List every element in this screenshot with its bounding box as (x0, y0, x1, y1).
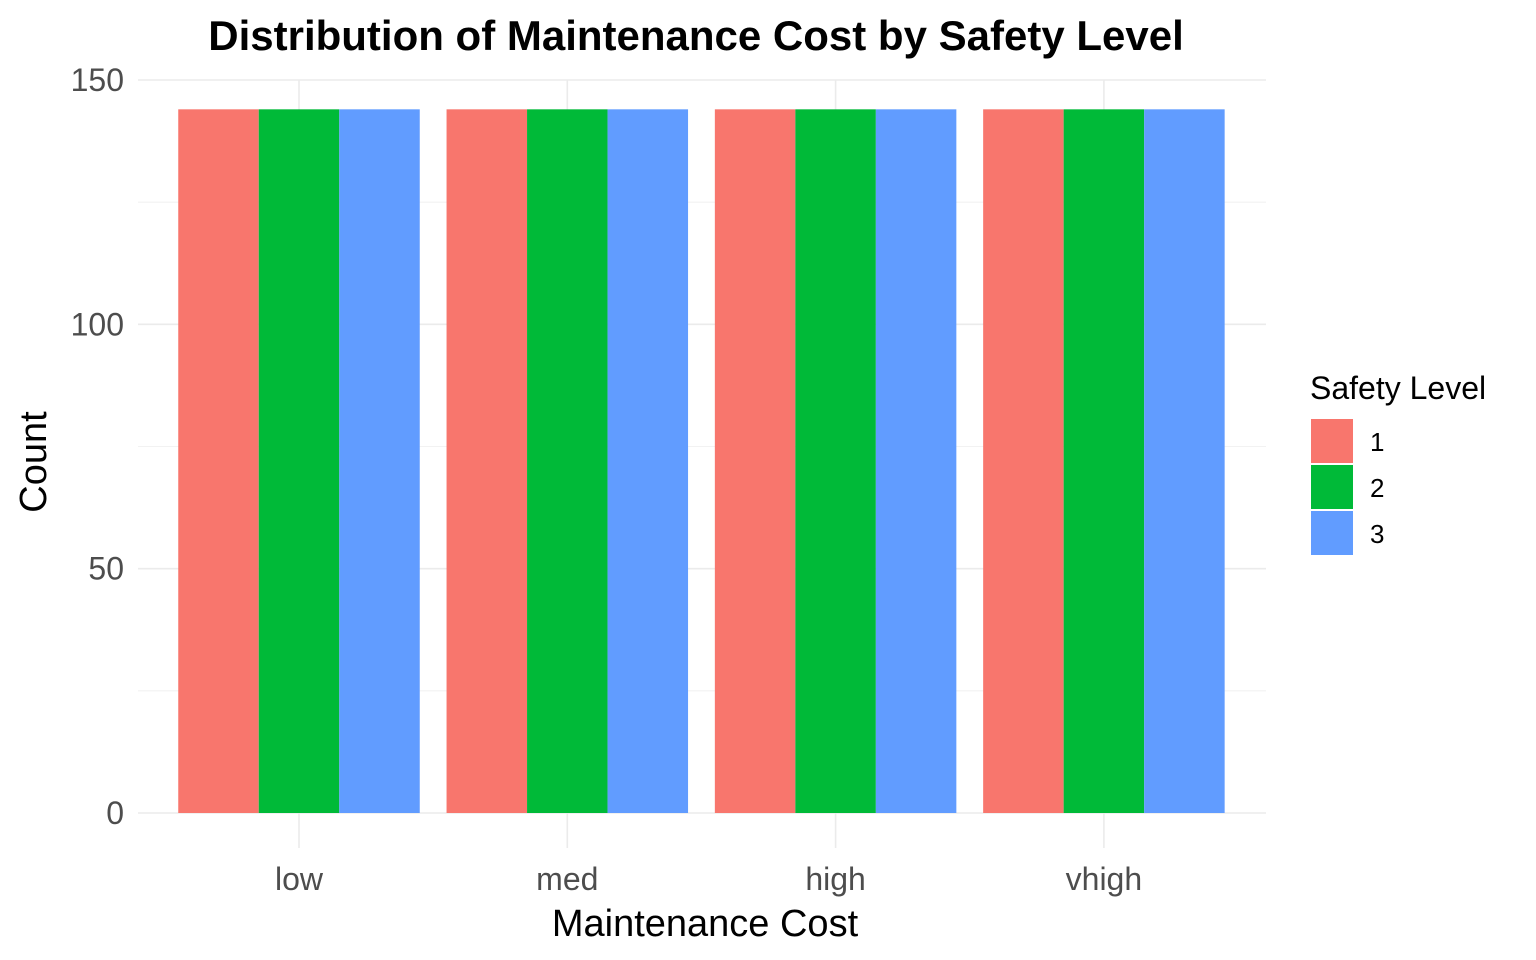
bar-vhigh-safety-2 (1063, 109, 1145, 813)
x-tick-label: vhigh (1066, 861, 1143, 897)
legend-swatch-2 (1311, 465, 1353, 509)
bar-high-safety-1 (714, 109, 796, 813)
bar-vhigh-safety-1 (983, 109, 1064, 813)
y-axis-ticks: 0 50 100 150 (71, 62, 124, 831)
bar-med-safety-2 (527, 109, 608, 813)
x-tick-label: med (536, 861, 598, 897)
y-tick-label: 150 (71, 62, 124, 98)
bars-layer (178, 109, 1225, 813)
bar-high-safety-3 (875, 109, 957, 813)
legend-items: 1 2 3 (1311, 419, 1384, 555)
x-axis-title: Maintenance Cost (552, 903, 859, 945)
y-tick-label: 50 (88, 551, 124, 587)
bar-low-safety-3 (339, 109, 420, 813)
x-tick-label: low (275, 861, 324, 897)
legend-swatch-3 (1311, 511, 1353, 555)
bar-med-safety-3 (607, 109, 689, 813)
chart-title: Distribution of Maintenance Cost by Safe… (208, 12, 1184, 59)
legend: Safety Level 1 2 3 (1310, 370, 1486, 555)
bar-high-safety-2 (795, 109, 876, 813)
legend-title: Safety Level (1310, 370, 1486, 406)
x-tick-label: high (805, 861, 866, 897)
y-tick-label: 100 (71, 306, 124, 342)
legend-label-1: 1 (1370, 427, 1384, 457)
bar-vhigh-safety-3 (1144, 109, 1225, 813)
bar-low-safety-1 (178, 109, 259, 813)
bar-low-safety-2 (258, 109, 340, 813)
legend-swatch-1 (1311, 419, 1353, 463)
legend-label-2: 2 (1370, 473, 1384, 503)
legend-label-3: 3 (1370, 519, 1384, 549)
x-axis-ticks: low med high vhigh (275, 861, 1142, 897)
y-tick-label: 0 (106, 795, 124, 831)
y-axis-title: Count (13, 411, 55, 513)
bar-med-safety-1 (446, 109, 528, 813)
